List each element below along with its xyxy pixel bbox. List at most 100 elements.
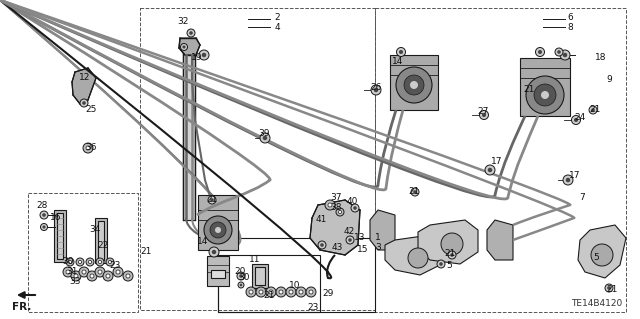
Circle shape (396, 67, 432, 103)
Circle shape (249, 290, 253, 294)
Circle shape (536, 48, 545, 56)
Circle shape (607, 286, 611, 290)
Text: 1: 1 (375, 234, 381, 242)
Circle shape (63, 267, 73, 277)
Text: 37: 37 (330, 192, 342, 202)
Circle shape (182, 45, 186, 48)
Circle shape (237, 272, 245, 280)
Text: 21: 21 (444, 249, 456, 258)
Bar (140, 8, 375, 310)
Text: 19: 19 (191, 53, 203, 62)
Circle shape (538, 50, 542, 54)
Circle shape (306, 287, 316, 297)
Text: 12: 12 (79, 73, 91, 83)
Circle shape (106, 274, 110, 278)
Text: 29: 29 (323, 288, 333, 298)
Circle shape (266, 287, 276, 297)
Circle shape (210, 198, 214, 202)
Text: FR.: FR. (12, 302, 32, 312)
Circle shape (246, 287, 256, 297)
Circle shape (555, 48, 563, 56)
Circle shape (339, 211, 342, 214)
Circle shape (397, 48, 406, 56)
Circle shape (202, 53, 206, 57)
Text: 21: 21 (606, 286, 618, 294)
Text: 38: 38 (330, 203, 342, 211)
Circle shape (574, 118, 578, 122)
Text: 18: 18 (595, 54, 607, 63)
Bar (375, 8, 626, 312)
Text: 33: 33 (69, 278, 81, 286)
Circle shape (210, 222, 226, 238)
Text: 36: 36 (85, 143, 97, 152)
Circle shape (572, 115, 580, 124)
Circle shape (309, 290, 313, 294)
Polygon shape (418, 220, 478, 264)
Circle shape (591, 108, 595, 112)
Circle shape (40, 224, 47, 231)
Text: 39: 39 (259, 130, 269, 138)
Text: 10: 10 (289, 281, 301, 291)
Circle shape (66, 270, 70, 274)
Circle shape (566, 178, 570, 182)
Circle shape (99, 260, 102, 263)
Circle shape (239, 284, 243, 286)
Circle shape (123, 271, 133, 281)
Circle shape (209, 247, 219, 257)
Bar (54, 210, 66, 262)
Circle shape (371, 85, 381, 95)
Circle shape (299, 290, 303, 294)
Circle shape (410, 81, 418, 89)
Circle shape (79, 260, 82, 263)
Text: 2: 2 (274, 13, 280, 23)
Circle shape (113, 267, 123, 277)
Polygon shape (179, 38, 200, 55)
Circle shape (488, 168, 492, 172)
Circle shape (296, 287, 306, 297)
Bar (255, 267, 265, 285)
Circle shape (563, 175, 573, 185)
Circle shape (557, 50, 561, 54)
Bar (207, 256, 229, 286)
Text: 20: 20 (234, 268, 246, 277)
Circle shape (180, 43, 188, 50)
Text: 43: 43 (332, 243, 342, 253)
Circle shape (479, 110, 488, 120)
Circle shape (413, 190, 417, 194)
Text: 24: 24 (574, 114, 586, 122)
Text: 27: 27 (477, 108, 489, 116)
Circle shape (239, 274, 243, 278)
Circle shape (399, 50, 403, 54)
Circle shape (318, 241, 326, 249)
Circle shape (68, 260, 72, 263)
Circle shape (74, 274, 78, 278)
Circle shape (215, 227, 221, 233)
Circle shape (79, 267, 89, 277)
Circle shape (348, 238, 352, 242)
Circle shape (189, 31, 193, 35)
Circle shape (346, 236, 354, 244)
Circle shape (66, 258, 74, 266)
Circle shape (238, 282, 244, 288)
Circle shape (534, 84, 556, 106)
Circle shape (96, 258, 104, 266)
Polygon shape (370, 210, 395, 250)
Circle shape (82, 101, 86, 105)
Text: 17: 17 (492, 158, 503, 167)
Text: 9: 9 (606, 76, 612, 85)
Circle shape (259, 290, 263, 294)
Circle shape (589, 106, 597, 114)
Circle shape (116, 270, 120, 274)
Text: 34: 34 (90, 226, 100, 234)
Circle shape (212, 250, 216, 254)
Text: 5: 5 (446, 262, 452, 271)
Text: 23: 23 (307, 302, 319, 311)
Circle shape (441, 233, 463, 255)
Circle shape (83, 143, 93, 153)
Circle shape (325, 200, 335, 210)
Polygon shape (578, 225, 626, 278)
Circle shape (353, 206, 357, 210)
Circle shape (86, 258, 94, 266)
Circle shape (103, 271, 113, 281)
Text: 21: 21 (206, 196, 218, 204)
